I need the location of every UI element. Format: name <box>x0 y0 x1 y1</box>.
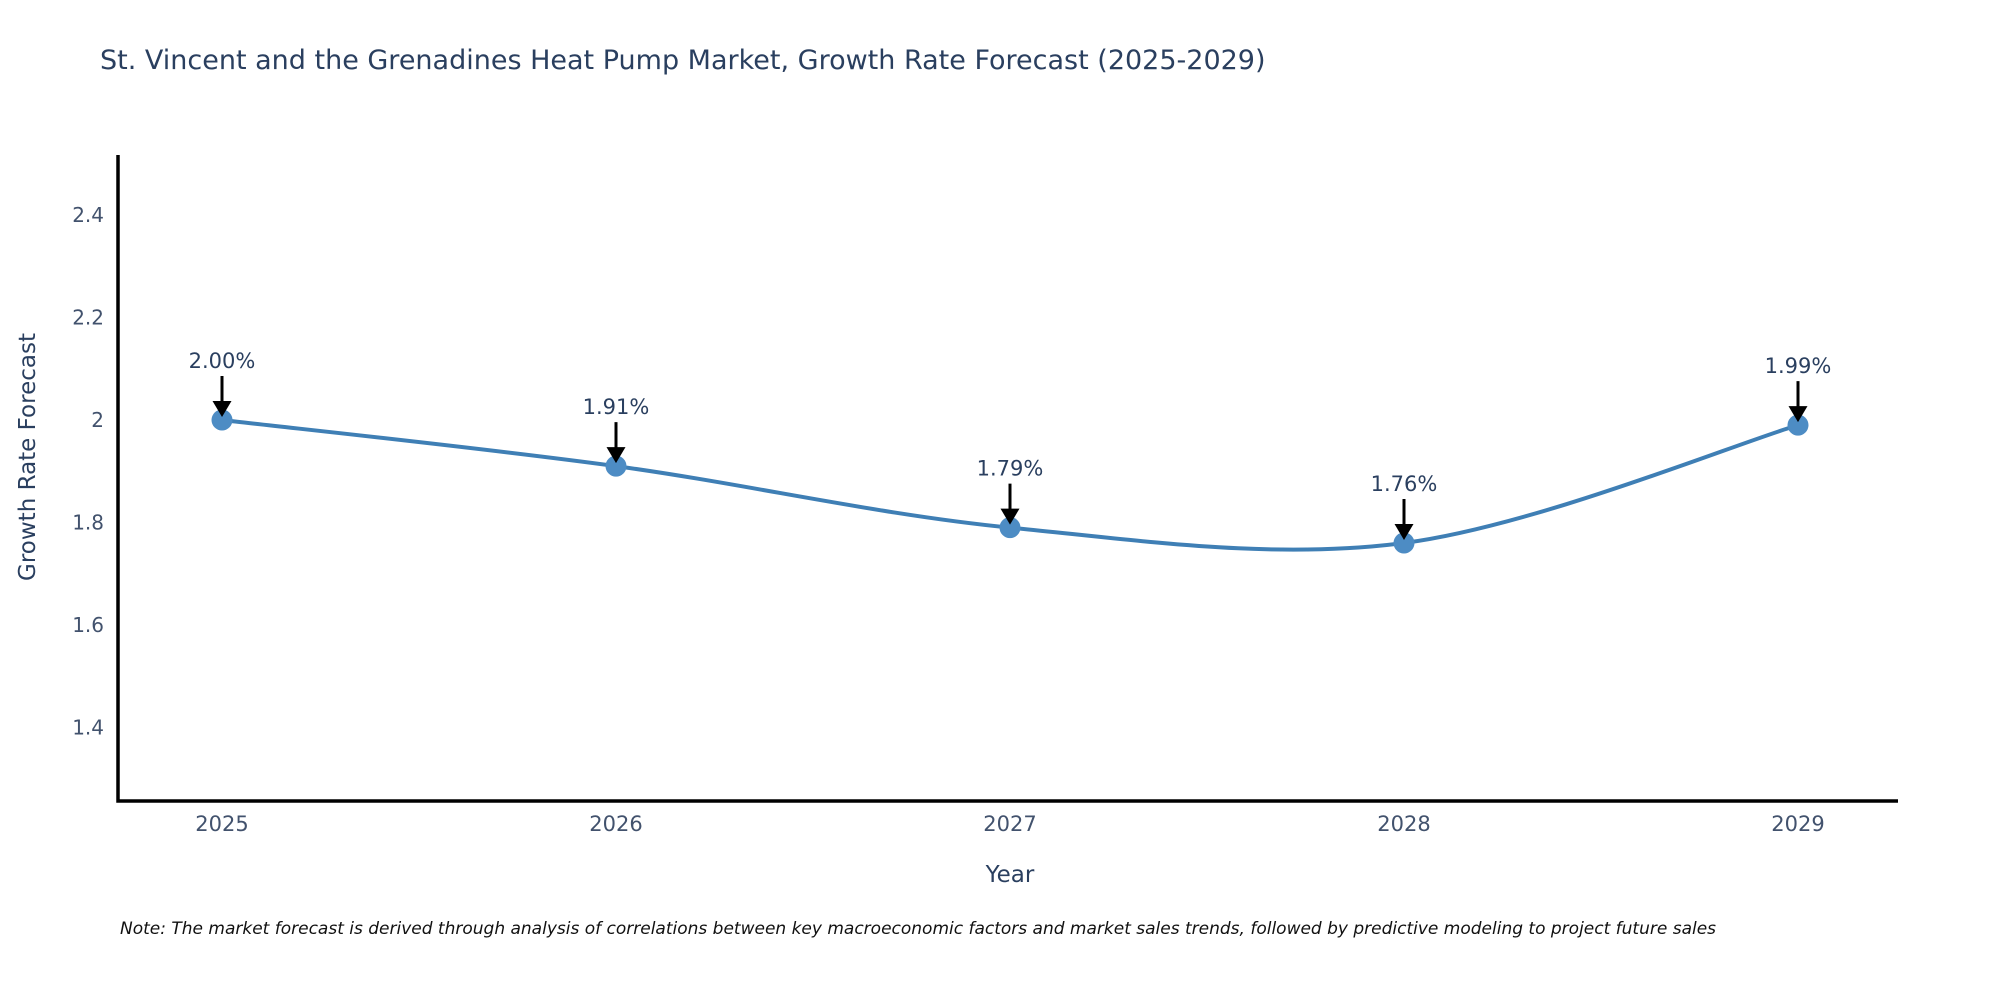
data-point <box>1393 532 1415 554</box>
data-point <box>999 517 1021 539</box>
point-annotation-label: 1.76% <box>1371 472 1438 496</box>
x-tick-label: 2025 <box>195 812 248 836</box>
y-tick-label: 1.8 <box>72 511 104 535</box>
x-tick-label: 2027 <box>983 812 1036 836</box>
point-annotation-label: 1.79% <box>977 457 1044 481</box>
x-tick-label: 2028 <box>1377 812 1430 836</box>
x-tick-label: 2026 <box>589 812 642 836</box>
y-axis-title: Growth Rate Forecast <box>15 333 41 581</box>
data-point <box>605 455 627 477</box>
annotation-arrowhead-icon <box>606 447 626 464</box>
data-point <box>211 409 233 431</box>
y-tick-label: 1.6 <box>72 613 104 637</box>
y-tick-label: 2.2 <box>72 306 104 330</box>
x-tick-label: 2029 <box>1771 812 1824 836</box>
point-annotation-label: 1.91% <box>583 395 650 419</box>
chart-title: St. Vincent and the Grenadines Heat Pump… <box>100 45 1266 76</box>
y-tick-label: 1.4 <box>72 716 104 740</box>
annotation-arrowhead-icon <box>1788 406 1808 423</box>
point-annotation-label: 2.00% <box>189 349 256 373</box>
axis-lines <box>116 155 1898 803</box>
y-tick-label: 2 <box>91 408 104 432</box>
data-point <box>1787 414 1809 436</box>
annotation-arrowhead-icon <box>212 401 232 417</box>
annotation-arrowhead-icon <box>1000 508 1020 525</box>
x-axis-title: Year <box>985 862 1035 888</box>
footnote: Note: The market forecast is derived thr… <box>120 919 1717 939</box>
y-tick-label: 2.4 <box>72 203 104 227</box>
annotation-arrowhead-icon <box>1394 524 1414 540</box>
point-annotation-label: 1.99% <box>1765 354 1832 378</box>
